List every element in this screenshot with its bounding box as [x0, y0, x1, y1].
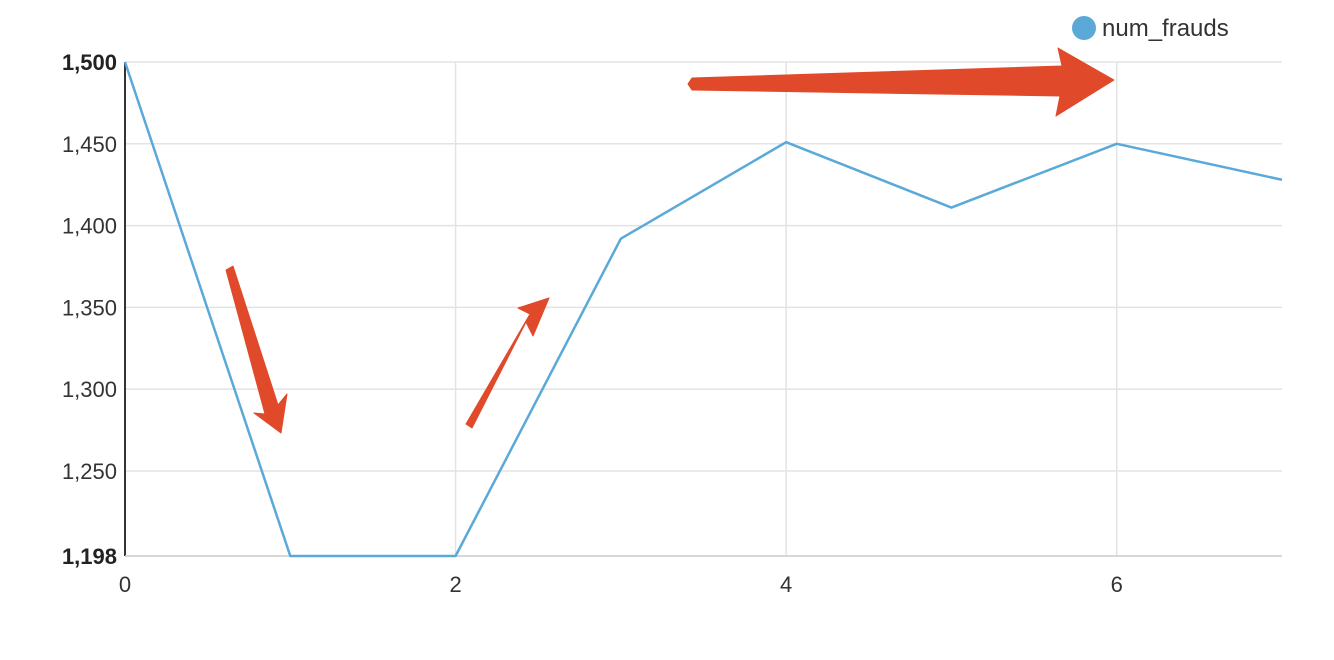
legend-marker: [1072, 16, 1096, 40]
y-tick-label: 1,350: [62, 295, 117, 320]
y-tick-label: 1,300: [62, 377, 117, 402]
arrow-up-annotation: [465, 297, 550, 429]
x-tick-label: 4: [780, 572, 792, 597]
legend: num_frauds: [1072, 15, 1229, 42]
arrow-right-annotation: [687, 47, 1115, 117]
grid: [125, 61, 1282, 557]
series-layer: [123, 61, 1283, 558]
legend-label: num_frauds: [1102, 15, 1229, 42]
y-tick-label: 1,400: [62, 214, 117, 239]
x-tick-label: 6: [1111, 572, 1123, 597]
y-tick-label: 1,250: [62, 459, 117, 484]
arrow-down-annotation: [225, 265, 288, 434]
y-tick-label: 1,500: [62, 50, 117, 75]
y-tick-label: 1,450: [62, 132, 117, 157]
y-tick-label: 1,198: [62, 544, 117, 569]
series-line-num_frauds: [123, 61, 1283, 558]
x-tick-label: 2: [449, 572, 461, 597]
x-tick-label: 0: [119, 572, 131, 597]
annotation-arrows: [225, 47, 1115, 434]
